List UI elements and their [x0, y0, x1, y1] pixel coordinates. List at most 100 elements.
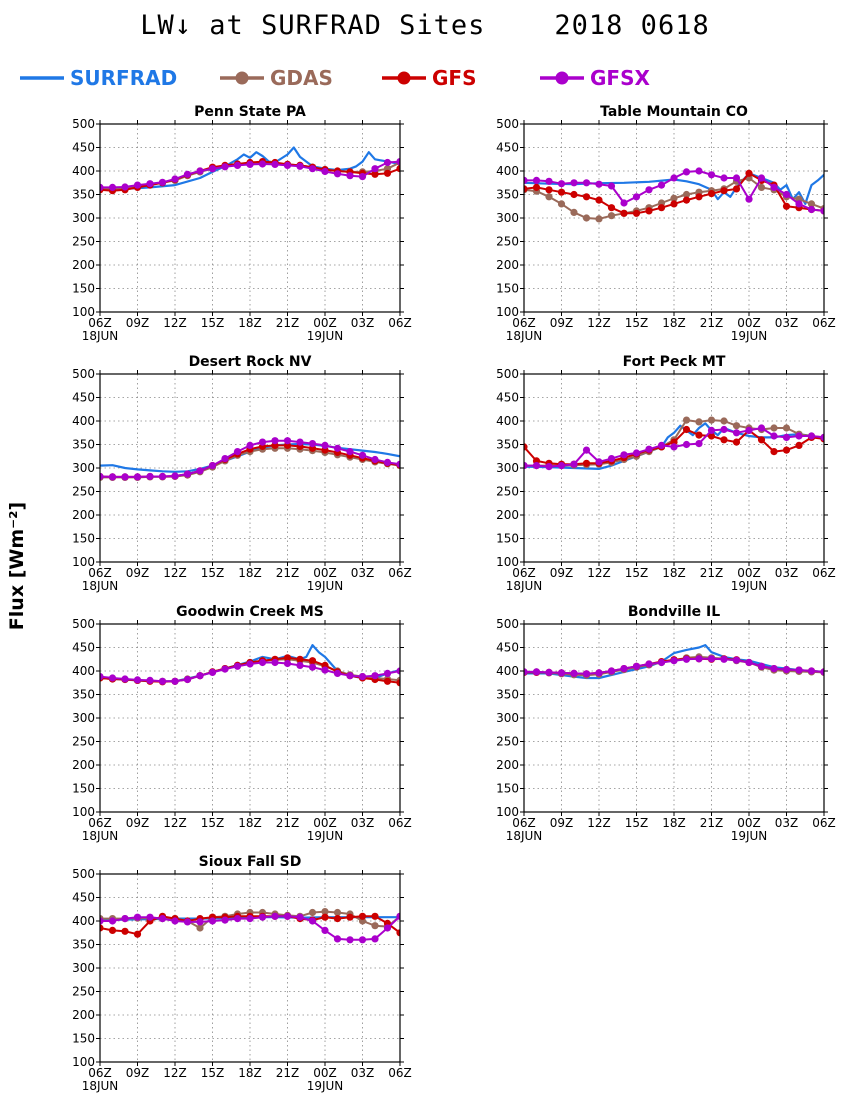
point-gfsx [645, 660, 653, 668]
point-gfsx [371, 935, 379, 943]
point-gfsx [383, 158, 392, 167]
point-gfsx [333, 444, 342, 452]
point-gfsx [820, 207, 824, 215]
point-gfs [782, 202, 791, 210]
point-gfs [333, 915, 342, 923]
series-group [100, 643, 400, 687]
y-tick-label: 250 [72, 985, 95, 999]
panel-frame [99, 623, 401, 813]
point-gfsx [133, 181, 142, 189]
point-gfsx [657, 441, 666, 449]
x-tick-label: 09Z [126, 566, 150, 580]
point-gfsx [183, 470, 192, 478]
x-date-label: 18JUN [506, 329, 543, 343]
point-gfsx [158, 178, 167, 186]
x-tick-label: 09Z [550, 566, 574, 580]
point-gfsx [782, 666, 791, 674]
point-gfsx [121, 183, 129, 191]
y-tick-label: 150 [72, 532, 95, 546]
x-tick-label: 06Z [88, 566, 112, 580]
point-gfsx [158, 677, 167, 685]
point-gfsx [707, 655, 716, 663]
x-date-label: 18JUN [82, 329, 119, 343]
point-gfs [670, 200, 678, 208]
point-gfs [283, 654, 292, 662]
point-gfsx [271, 912, 279, 920]
point-gfs [682, 425, 691, 434]
point-gdas [682, 416, 691, 424]
point-gfs [296, 655, 304, 663]
point-gfs [770, 448, 778, 456]
point-gfsx [308, 440, 317, 448]
point-gfsx [171, 917, 179, 925]
series-line-surfrad [524, 172, 824, 205]
point-gfs [732, 438, 741, 446]
point-gfsx [271, 658, 279, 667]
point-gfsx [321, 441, 329, 449]
y-tick-label: 200 [496, 258, 519, 272]
point-gfsx [383, 924, 392, 932]
point-gfsx [620, 199, 628, 207]
x-tick-label: 06Z [88, 1066, 112, 1080]
x-tick-label: 03Z [775, 816, 799, 830]
point-gfs [371, 912, 379, 920]
x-tick-label: 21Z [276, 1066, 300, 1080]
y-tick-label: 200 [72, 508, 95, 522]
y-tick-label: 450 [72, 391, 95, 405]
point-gfs [358, 912, 367, 920]
point-gfsx [682, 440, 691, 449]
point-gfsx [396, 667, 400, 675]
point-gfsx [171, 472, 179, 480]
point-gfs [346, 913, 354, 921]
point-gfsx [221, 916, 229, 924]
point-gfsx [371, 672, 379, 680]
x-tick-label: 12Z [587, 816, 611, 830]
point-gfs [645, 207, 653, 215]
panel-fort-peck-mt: Fort Peck MT 100 150 200 250 300 350 400 450 500 0… [496, 354, 836, 593]
x-tick-label: 00Z [737, 566, 761, 580]
point-gfsx [358, 673, 367, 681]
point-gdas [732, 422, 741, 430]
point-gdas [371, 922, 379, 930]
point-gfsx [108, 473, 117, 481]
series-line-surfrad [524, 422, 824, 470]
point-gfsx [246, 915, 254, 923]
x-tick-label: 15Z [625, 316, 649, 330]
y-tick-label: 150 [496, 782, 519, 796]
point-gfsx [208, 668, 217, 677]
point-gfsx [745, 658, 753, 667]
point-gfsx [570, 179, 578, 187]
y-tick-label: 500 [72, 617, 95, 631]
legend-swatch-gdas [220, 71, 264, 85]
point-gfsx [283, 437, 292, 445]
point-gfsx [321, 926, 329, 935]
y-tick-label: 400 [72, 914, 95, 928]
y-tick-label: 250 [72, 235, 95, 249]
panel-title: Table Mountain CO [600, 104, 748, 120]
point-gfsx [645, 445, 653, 453]
point-gfs [108, 926, 117, 935]
point-gfsx [146, 913, 154, 921]
y-tick-label: 400 [496, 664, 519, 678]
legend: SURFRAD GDAS GFS GFSX [18, 64, 718, 94]
x-date-label: 18JUN [82, 829, 119, 843]
y-tick-label: 400 [72, 164, 95, 178]
point-gfs [607, 204, 616, 212]
point-gfsx [183, 918, 192, 926]
point-gfsx [396, 158, 400, 166]
point-gfsx [121, 675, 129, 683]
point-gfsx [657, 181, 666, 189]
legend-item-gfs: GFS [380, 64, 550, 94]
x-date-label: 18JUN [506, 829, 543, 843]
point-gfsx [258, 438, 267, 446]
panel-frame [523, 123, 825, 313]
x-tick-label: 18Z [662, 316, 686, 330]
point-gfsx [346, 936, 354, 944]
point-gfsx [196, 918, 204, 926]
point-gfsx [371, 165, 379, 173]
point-gfsx [732, 656, 741, 664]
x-date-label: 18JUN [82, 579, 119, 593]
y-tick-label: 350 [72, 938, 95, 952]
panel-title: Penn State PA [194, 104, 306, 120]
legend-item-gdas: GDAS [218, 64, 388, 94]
